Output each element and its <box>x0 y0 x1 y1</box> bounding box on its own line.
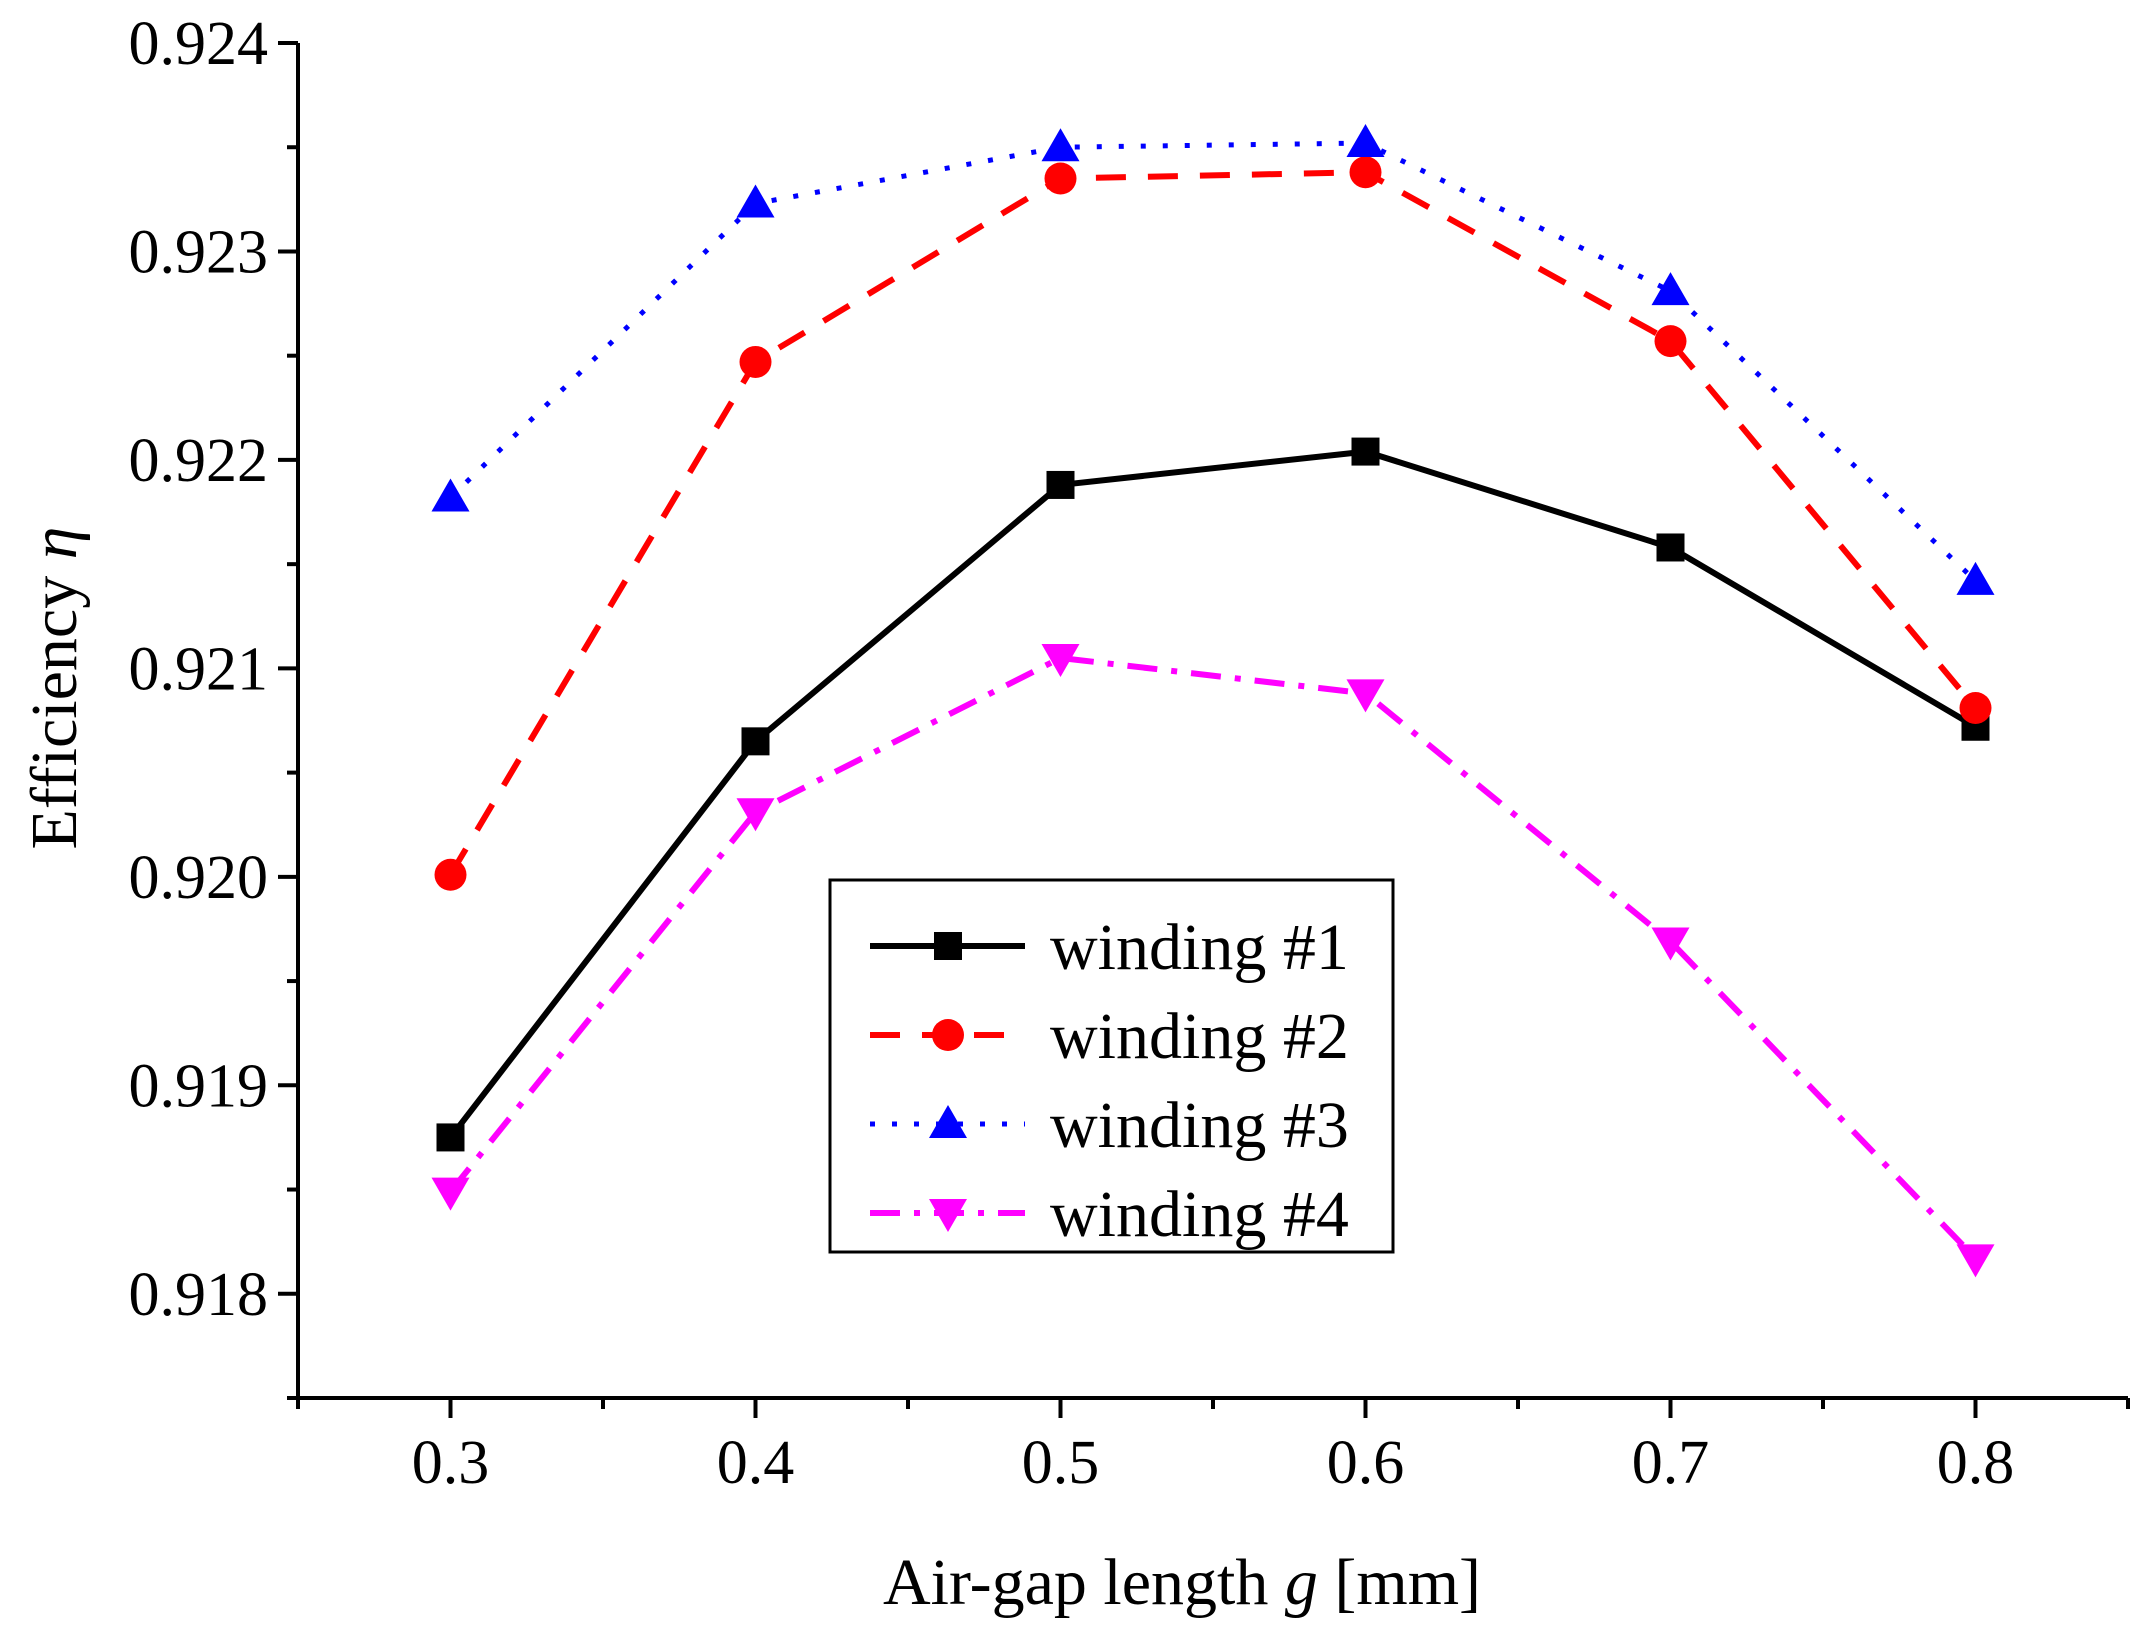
x-tick-label: 0.8 <box>1937 1429 2015 1497</box>
legend: winding #1 winding #2 winding #3 winding #4 <box>828 878 1395 1254</box>
data-point <box>1044 162 1077 195</box>
x-tick-label: 0.5 <box>1022 1429 1100 1497</box>
plot-area <box>431 124 1995 1278</box>
legend-entry: winding #3 <box>870 1089 1349 1162</box>
legend-entry: winding #1 <box>870 911 1349 984</box>
series-4 <box>431 643 1995 1278</box>
y-tick-label: 0.924 <box>129 10 269 78</box>
x-tick-label: 0.3 <box>412 1429 490 1497</box>
legend-label: winding #1 <box>1050 911 1349 984</box>
series-1 <box>436 437 1990 1152</box>
legend-marker <box>932 1019 964 1051</box>
y-tick-label: 0.918 <box>129 1261 269 1329</box>
data-point <box>1651 272 1690 306</box>
legend-label: winding #4 <box>1050 1178 1349 1251</box>
series-2 <box>434 156 1992 891</box>
data-point <box>736 184 775 218</box>
series-line <box>448 654 1978 1261</box>
y-tick-label: 0.922 <box>129 427 269 495</box>
data-point <box>739 345 772 378</box>
data-point <box>1349 156 1382 189</box>
axes: 0.3 0.4 0.5 0.6 0.7 0.8 0.918 0.919 0.920 0.921 0.… <box>129 10 2130 1497</box>
data-point <box>1346 679 1385 713</box>
y-tick-label: 0.923 <box>129 218 269 286</box>
legend-marker <box>929 1105 967 1138</box>
data-point <box>431 1177 470 1211</box>
legend-box <box>828 878 1395 1254</box>
legend-label: winding #3 <box>1050 1089 1349 1162</box>
legend-entry: winding #4 <box>870 1178 1349 1251</box>
data-point <box>1346 124 1385 158</box>
data-point <box>736 798 775 832</box>
data-point <box>1041 643 1080 677</box>
legend-marker <box>929 1199 967 1232</box>
x-axis-title: Air-gap length g [mm] <box>883 1546 1481 1619</box>
x-tick-label: 0.4 <box>717 1429 795 1497</box>
legend-label: winding #2 <box>1050 1000 1349 1073</box>
y-tick-label: 0.921 <box>129 635 269 703</box>
data-point <box>1956 561 1995 595</box>
y-tick-label: 0.920 <box>129 844 269 912</box>
x-tick-label: 0.6 <box>1327 1429 1405 1497</box>
data-point <box>1651 927 1690 961</box>
series-line <box>447 169 1978 877</box>
data-point <box>1351 437 1380 466</box>
x-tick-label: 0.7 <box>1632 1429 1710 1497</box>
series-line <box>448 448 1978 1140</box>
data-point <box>431 478 470 512</box>
data-point <box>1654 325 1687 358</box>
data-point <box>436 1123 465 1152</box>
y-axis-title: Efficiency η <box>18 527 91 850</box>
data-point <box>1041 128 1080 162</box>
series-3 <box>431 124 1995 595</box>
data-point <box>1656 533 1685 562</box>
data-point <box>741 727 770 756</box>
y-tick-label: 0.919 <box>129 1052 269 1120</box>
data-point <box>434 858 467 891</box>
legend-entry: winding #2 <box>870 1000 1349 1073</box>
data-point <box>1046 470 1075 499</box>
data-point <box>1959 691 1992 724</box>
legend-marker <box>934 932 962 960</box>
data-point <box>1956 1244 1995 1278</box>
series-line <box>448 140 1978 583</box>
